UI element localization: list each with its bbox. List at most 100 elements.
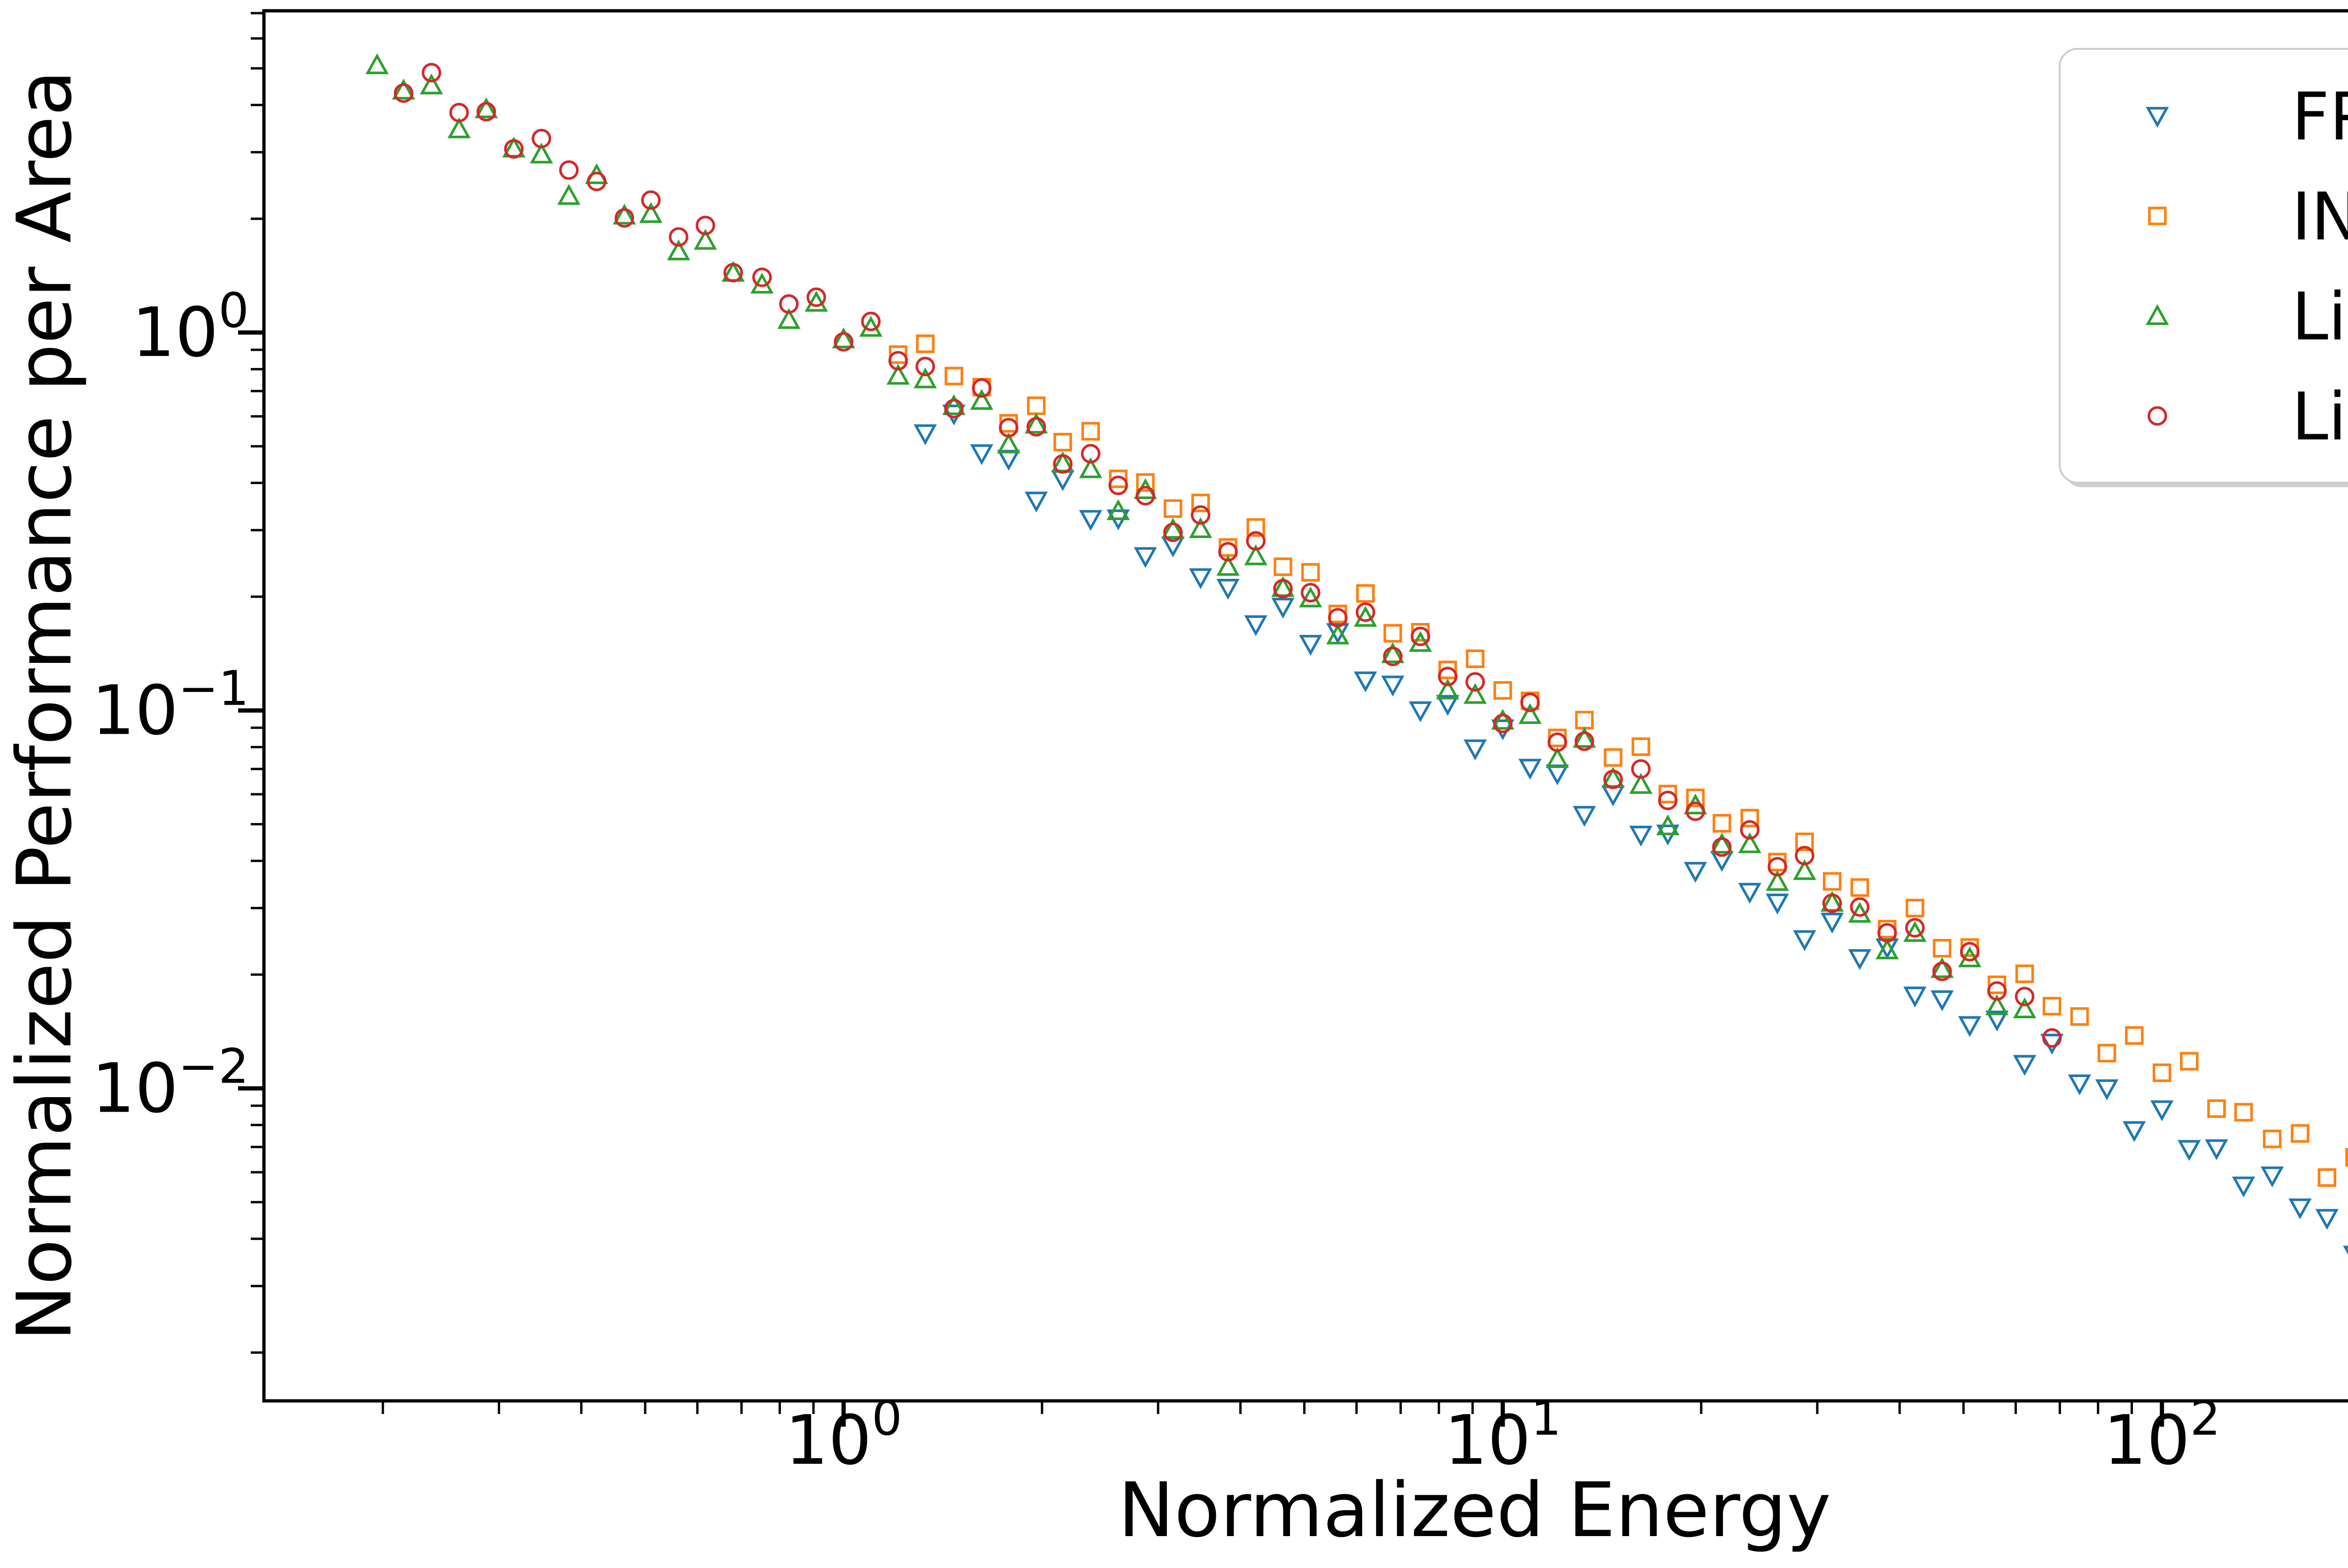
legend-entry-lightpe-1: LightPE-1 (2146, 279, 2348, 355)
square-marker-icon (916, 334, 935, 353)
triangle-down-marker-icon (913, 424, 937, 446)
circle-marker-icon (476, 102, 496, 122)
legend-entry-fp32: FP32 (2146, 79, 2348, 155)
circle-marker-icon (861, 311, 881, 331)
x-tick-label: 101 (1444, 1391, 1561, 1480)
triangle-down-marker-icon (1793, 930, 1816, 951)
square-marker-icon (1081, 422, 1100, 441)
circle-marker-icon (587, 171, 607, 192)
circle-marker-icon (1026, 417, 1046, 437)
plot-area (365, 53, 2348, 1255)
triangle-down-marker-icon (1684, 862, 1707, 883)
circle-marker-icon (1932, 961, 1952, 981)
legend-box (2059, 48, 2348, 484)
triangle-down-marker-icon (1958, 1016, 1982, 1037)
circle-marker-icon (1108, 476, 1128, 495)
square-marker-icon (1604, 748, 1622, 767)
triangle-up-marker-icon (1518, 703, 1542, 724)
triangle-up-marker-icon (2013, 997, 2037, 1018)
triangle-up-marker-icon (557, 184, 581, 205)
triangle-down-marker-icon (1629, 825, 1653, 847)
square-marker-icon (1466, 649, 1485, 669)
triangle-down-marker-icon (1025, 492, 1048, 513)
circle-marker-icon (1575, 731, 1594, 751)
circle-marker-icon (422, 63, 441, 83)
triangle-up-marker-icon (777, 308, 801, 329)
axes-frame (262, 9, 2348, 1403)
circle-marker-icon (1685, 801, 1706, 821)
triangle-up-marker-icon (1738, 832, 1761, 853)
triangle-down-marker-icon (1079, 510, 1103, 531)
triangle-down-marker-icon (2013, 1055, 2037, 1076)
triangle-up-marker-icon (1051, 451, 1074, 472)
triangle-up-marker-icon (1629, 773, 1653, 794)
triangle-up-marker-icon (1601, 767, 1625, 788)
legend-entry-int16: INT16 (2148, 179, 2348, 255)
circle-marker-icon (1740, 820, 1760, 840)
triangle-up-legend-marker-icon (2146, 304, 2169, 325)
circle-marker-icon (1135, 486, 1155, 506)
square-marker-icon (1575, 711, 1594, 730)
x-tick-label: 100 (785, 1391, 902, 1480)
triangle-down-marker-icon (2205, 1139, 2228, 1161)
circle-marker-icon (1190, 505, 1211, 525)
triangle-up-marker-icon (392, 78, 416, 100)
y-tick-label: 100 (132, 283, 249, 372)
square-marker-icon (2125, 1026, 2144, 1045)
triangle-down-marker-icon (2123, 1121, 2146, 1142)
y-axis-label: Normalized Performance per Area (0, 70, 88, 1341)
circle-marker-icon (723, 263, 743, 283)
triangle-up-marker-icon (970, 389, 994, 410)
square-marker-icon (2070, 1007, 2089, 1026)
circle-marker-icon (1410, 626, 1430, 646)
square-marker-icon (1356, 584, 1375, 603)
triangle-down-marker-icon (1409, 701, 1432, 723)
circle-marker-icon (1603, 769, 1623, 789)
circle-marker-icon (1987, 981, 2007, 1001)
circle-marker-icon (1465, 672, 1485, 692)
triangle-up-marker-icon (1573, 727, 1596, 748)
y-axis: 100 10−1 10−2 (92, 12, 264, 1354)
circle-marker-icon (2042, 1028, 2062, 1048)
circle-marker-icon (504, 139, 524, 159)
series-lightpe-1 (365, 53, 2037, 1018)
circle-marker-icon (449, 102, 469, 123)
square-marker-icon (1712, 814, 1731, 833)
triangle-down-marker-icon (970, 444, 994, 465)
triangle-up-marker-icon (804, 291, 828, 312)
square-marker-icon (1274, 557, 1292, 576)
square-marker-icon (1906, 899, 1924, 918)
circle-marker-icon (972, 378, 992, 398)
square-marker-icon (2345, 1148, 2348, 1167)
triangle-up-marker-icon (667, 239, 690, 261)
triangle-down-marker-icon (1848, 949, 1871, 970)
circle-marker-icon (1246, 531, 1266, 551)
series-lightpe-2 (394, 63, 2062, 1048)
square-legend-marker-icon (2148, 207, 2167, 225)
triangle-up-marker-icon (1793, 859, 1816, 880)
circle-marker-icon (1905, 918, 1925, 938)
triangle-down-marker-icon (1820, 913, 1844, 934)
square-marker-icon (2180, 1052, 2199, 1071)
circle-marker-icon (1768, 857, 1787, 876)
square-marker-icon (1932, 938, 1952, 958)
y-tick-label: 10−2 (92, 1038, 249, 1128)
triangle-down-marker-icon (1216, 579, 1240, 600)
triangle-up-marker-icon (1463, 683, 1487, 704)
circle-marker-icon (394, 83, 414, 103)
triangle-up-marker-icon (1025, 413, 1048, 434)
triangle-down-marker-icon (1436, 695, 1460, 716)
circle-marker-icon (779, 294, 799, 314)
square-marker-icon (2234, 1103, 2253, 1122)
triangle-down-marker-icon (2150, 1100, 2174, 1122)
triangle-up-marker-icon (1491, 708, 1514, 730)
circle-marker-icon (1438, 667, 1458, 686)
square-marker-icon (2291, 1124, 2309, 1143)
legend-label: LightPE-1 (2292, 279, 2348, 355)
triangle-up-marker-icon (1985, 994, 2009, 1015)
circle-marker-icon (1520, 692, 1540, 713)
circle-marker-icon (944, 399, 964, 419)
x-axis-label: Normalized Energy (1118, 1466, 1831, 1554)
